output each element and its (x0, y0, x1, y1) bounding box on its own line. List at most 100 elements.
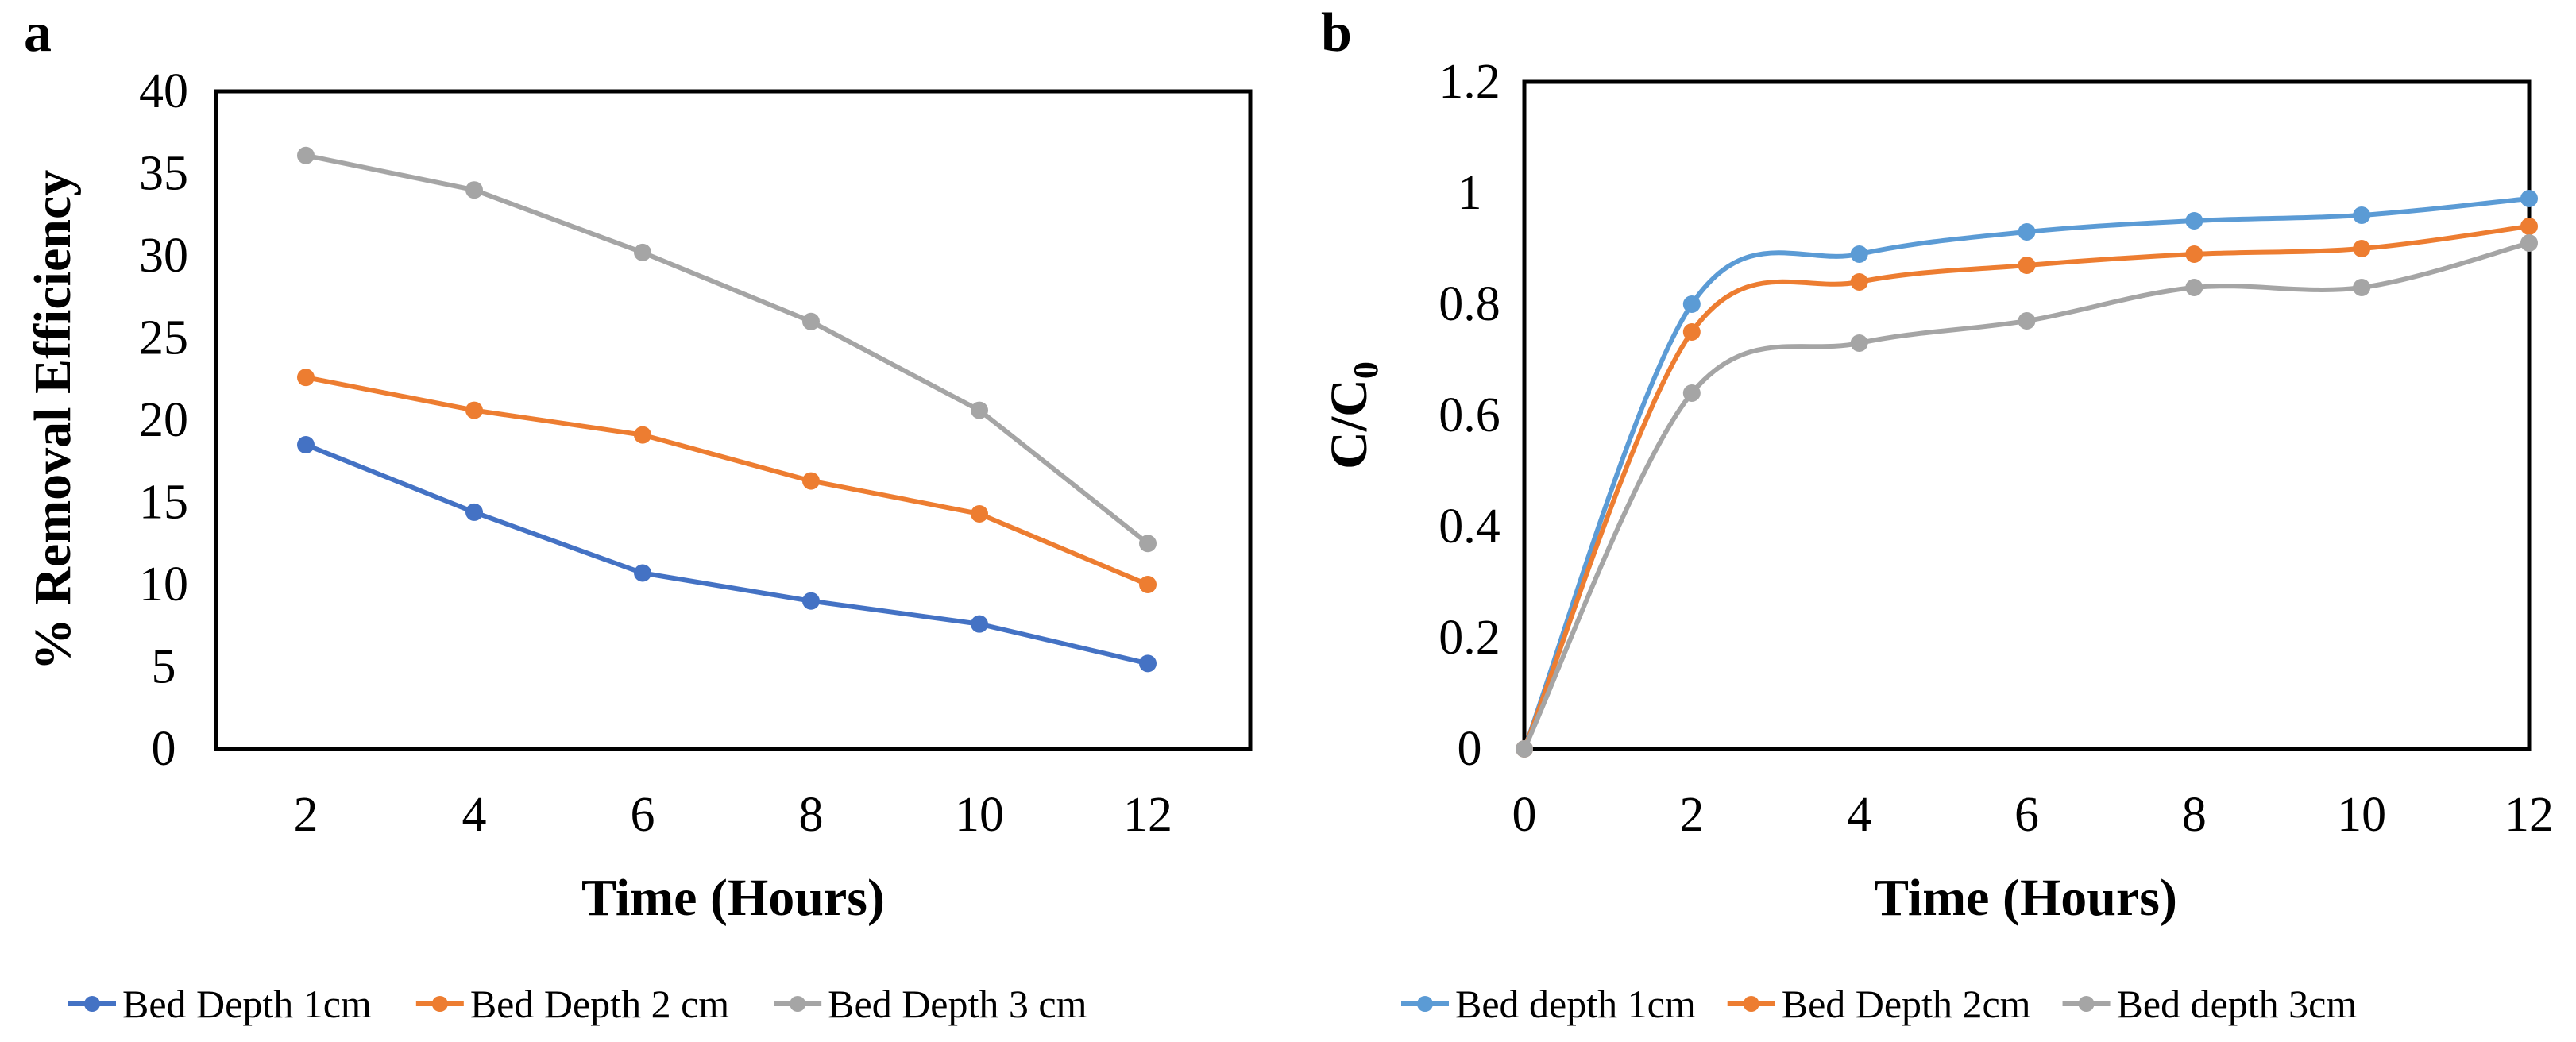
panel-b-legend: Bed depth 1cm Bed Depth 2cm Bed depth 3cm (1401, 982, 2357, 1026)
panel-a-legend-item-2: Bed Depth 2 cm (415, 982, 729, 1026)
panel-b-x-tick-label: 10 (2337, 788, 2386, 842)
panel-a-x-tick-label: 12 (1123, 788, 1172, 842)
panel-a-series-line-1 (303, 442, 1150, 666)
panel-b-data-point (2520, 190, 2538, 207)
panel-b-y-tick-label: 1 (1458, 166, 1482, 220)
legend-marker-sample (1417, 996, 1433, 1012)
legend-label: Bed Depth 3 cm (828, 982, 1087, 1026)
panel-b-x-tick-label: 12 (2505, 788, 2554, 842)
panel-a-data-point (971, 504, 988, 523)
panel-a-x-tick-label: 8 (799, 788, 824, 842)
panel-a-y-tick-label: 0 (152, 722, 176, 776)
legend-label: Bed depth 1cm (1455, 982, 1696, 1026)
panel-b-x-tick-label: 2 (1679, 788, 1704, 842)
panel-b-legend-item-1: Bed depth 1cm (1401, 982, 1696, 1026)
panel-b-series-line-2 (1522, 224, 2532, 751)
panel-a-data-point (634, 243, 651, 261)
panel-b-data-point (2185, 245, 2203, 263)
panel-b-y-tick-label: 0.2 (1439, 611, 1500, 665)
panel-b-x-tick-label: 6 (2014, 788, 2039, 842)
panel-b-legend-item-3: Bed depth 3cm (2062, 982, 2358, 1026)
panel-a-x-tick-label: 4 (462, 788, 487, 842)
panel-b-data-point (1682, 323, 1701, 341)
panel-b-data-point (2185, 212, 2203, 230)
panel-b-data-point (2185, 279, 2203, 296)
panel-a-data-point (634, 564, 651, 582)
panel-b-data-point (2353, 240, 2371, 257)
panel-a-data-point (465, 181, 483, 199)
panel-b-y-axis-title: C/C0 (1320, 361, 1385, 469)
panel-b-chart: b 0 0.2 0.4 0.6 0.8 1 1.2 0 2 4 6 8 10 12 Time (Hour… (1320, 2, 2554, 1026)
panel-b-y-tick-label: 0.4 (1439, 500, 1500, 554)
panel-a-y-tick-label: 10 (139, 558, 188, 612)
panel-b-plot-frame (1522, 79, 2532, 751)
panel-a-x-tick-label: 10 (955, 788, 1004, 842)
panel-b-y-axis-title-subscript: 0 (1346, 361, 1385, 379)
panel-a-y-tick-label: 40 (139, 64, 188, 118)
panel-b-label: b (1321, 2, 1352, 64)
panel-a-y-axis-title: % Removal Efficiency (24, 170, 82, 671)
panel-a-y-tick-label: 15 (139, 476, 188, 530)
panel-a-data-point (802, 472, 820, 490)
panel-a-plot-frame (214, 89, 1253, 751)
panel-a-data-point (1139, 576, 1157, 593)
panel-b-data-point (2018, 257, 2036, 274)
panel-a-data-point (297, 369, 315, 387)
legend-marker-sample (2078, 996, 2095, 1012)
panel-b-series-line-1 (1522, 196, 2532, 751)
panel-b-data-point (2018, 312, 2036, 330)
panel-a-chart: a 0 5 10 15 20 25 30 35 40 2 4 6 8 10 12 Time (Hours)… (24, 2, 1253, 1026)
panel-a-data-point (297, 146, 315, 164)
panel-b-y-tick-label: 0 (1458, 722, 1482, 776)
panel-a-data-point (971, 615, 988, 633)
panel-a-series-line-3 (303, 152, 1150, 546)
panel-b-y-tick-label: 0.8 (1439, 277, 1500, 331)
panel-b-data-point (1516, 740, 1533, 758)
panel-a-label: a (24, 2, 52, 64)
panel-a-legend: Bed Depth 1cm Bed Depth 2 cm Bed Depth 3 c… (68, 982, 1087, 1026)
panel-b-x-tick-label: 8 (2182, 788, 2207, 842)
panel-b-x-tick-label: 0 (1512, 788, 1537, 842)
panel-a-legend-item-3: Bed Depth 3 cm (774, 982, 1087, 1026)
panel-a-data-point (634, 426, 651, 444)
legend-marker-sample (1743, 996, 1759, 1012)
legend-marker-sample (790, 996, 806, 1012)
panel-b-data-point (2353, 279, 2371, 296)
panel-b-data-point (2018, 223, 2036, 241)
legend-label: Bed depth 3cm (2117, 982, 2358, 1026)
panel-b-legend-item-2: Bed Depth 2cm (1727, 982, 2031, 1026)
panel-b-data-point (1850, 273, 1868, 291)
panel-a-x-tick-label: 2 (294, 788, 319, 842)
panel-b-y-tick-label: 0.6 (1439, 388, 1500, 442)
panel-b-data-point (2520, 218, 2538, 235)
panel-a-data-point (802, 312, 820, 330)
panel-b-y-axis-title-main: C/C (1320, 379, 1378, 469)
panel-a-y-tick-label: 20 (139, 393, 188, 447)
legend-label: Bed Depth 2 cm (470, 982, 729, 1026)
panel-a-y-tick-label: 5 (152, 640, 176, 694)
panel-a-data-point (465, 503, 483, 521)
panel-a-data-point (802, 592, 820, 610)
panel-b-data-point (2520, 234, 2538, 252)
panel-b-data-point (2353, 206, 2371, 224)
panel-a-data-point (1139, 654, 1157, 673)
panel-b-x-tick-label: 4 (1847, 788, 1871, 842)
legend-marker-sample (431, 996, 448, 1012)
panel-b-x-axis-title: Time (Hours) (1874, 869, 2177, 927)
panel-b-y-tick-label: 1.2 (1439, 55, 1500, 109)
panel-a-data-point (297, 436, 315, 454)
panel-a-data-point (971, 401, 988, 419)
legend-label: Bed Depth 1cm (122, 982, 372, 1026)
panel-a-series-line-2 (303, 375, 1150, 587)
panel-b-data-point (1850, 245, 1868, 263)
panel-b-data-point (1682, 295, 1701, 313)
panel-a-y-tick-label: 25 (139, 311, 188, 365)
panel-a-x-tick-label: 6 (631, 788, 655, 842)
panel-b-data-point (1682, 384, 1701, 402)
legend-label: Bed Depth 2cm (1782, 982, 2031, 1026)
panel-b-data-point (1850, 334, 1868, 352)
panel-a-data-point (465, 401, 483, 419)
panel-a-legend-item-1: Bed Depth 1cm (68, 982, 372, 1026)
legend-marker-sample (84, 996, 100, 1012)
